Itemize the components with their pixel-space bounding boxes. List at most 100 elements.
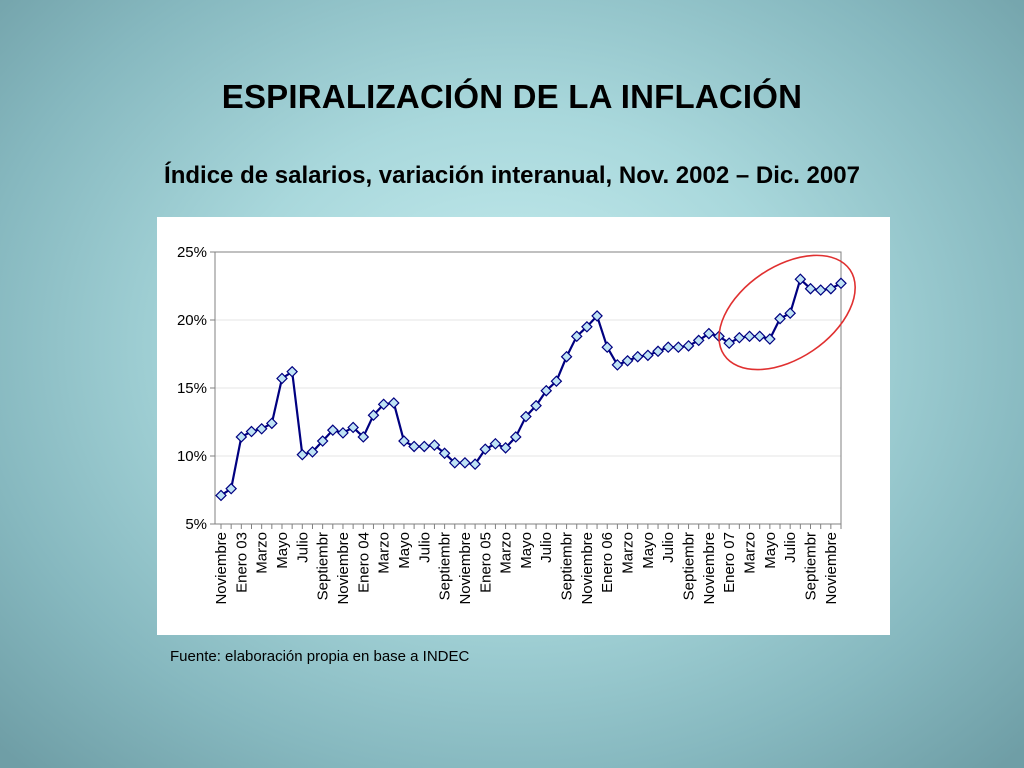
source-note: Fuente: elaboración propia en base a IND…	[170, 648, 470, 665]
series-markers	[215, 273, 847, 502]
x-tick-label: Noviembre	[701, 532, 718, 605]
data-point-marker	[276, 372, 288, 385]
data-point-marker	[245, 425, 258, 438]
data-point-marker	[550, 375, 563, 388]
data-point-marker	[723, 337, 736, 349]
x-tick-label: Marzo	[376, 532, 393, 574]
data-point-marker	[509, 431, 522, 443]
x-tick-label: Septiembr	[803, 532, 820, 600]
data-point-marker	[326, 424, 339, 437]
data-point-marker	[814, 284, 827, 296]
x-tick-label: Marzo	[620, 532, 637, 574]
wage-index-line-chart: 5%10%15%20%25% Noviembre Enero 03 Marzo May…	[177, 244, 856, 605]
y-tick-label: 5%	[185, 516, 207, 533]
data-point-marker	[642, 349, 654, 362]
data-point-marker	[337, 427, 349, 439]
series-line	[220, 278, 842, 497]
x-tick-label: Enero 04	[355, 532, 372, 593]
data-point-marker	[784, 307, 797, 320]
data-point-marker	[601, 341, 614, 354]
x-tick-label: Septiembr	[315, 532, 332, 600]
data-point-marker	[743, 330, 756, 343]
data-point-marker	[265, 417, 278, 430]
highlight-ellipse	[718, 254, 856, 371]
data-point-marker	[560, 350, 573, 363]
chart-area: 5% 10% 15% 20% 25% Noviembre Enero 03 Marzo May…	[157, 217, 890, 635]
x-tick-label: Mayo	[518, 532, 535, 569]
data-point-marker	[387, 397, 400, 409]
x-tick-label: Marzo	[742, 532, 759, 574]
data-point-marker	[631, 350, 644, 363]
data-point-marker	[479, 443, 492, 456]
data-point-marker	[804, 282, 817, 295]
data-point-marker	[692, 334, 705, 347]
x-tick-label: Enero 06	[599, 532, 616, 593]
data-point-marker	[215, 489, 227, 502]
x-tick-label: Julio	[782, 532, 799, 563]
y-tick-labels: 5% 10% 15% 20% 25%	[177, 244, 207, 533]
data-point-marker	[621, 354, 634, 367]
data-point-marker	[824, 282, 837, 295]
data-point-marker	[235, 431, 248, 443]
data-point-marker	[357, 431, 370, 443]
data-point-marker	[581, 320, 593, 333]
x-tick-label: Noviembre	[579, 532, 596, 605]
x-tick-label: Julio	[538, 532, 555, 563]
x-tick-label: Septiembr	[559, 532, 576, 600]
data-point-marker	[459, 456, 471, 469]
data-point-marker	[489, 437, 502, 450]
x-tick-label: Mayo	[640, 532, 657, 569]
slide-title: ESPIRALIZACIÓN DE LA INFLACIÓN	[221, 78, 803, 115]
data-point-marker	[611, 359, 624, 371]
x-tick-label: Septiembr	[681, 532, 698, 600]
y-tick-label: 15%	[177, 380, 207, 397]
data-point-marker	[225, 482, 238, 495]
y-tick-label: 25%	[177, 244, 207, 261]
x-tick-label: Noviembre	[823, 532, 840, 605]
data-point-marker	[286, 365, 298, 378]
x-tick-label: Enero 07	[721, 532, 738, 593]
x-tick-labels: Noviembre Enero 03 Marzo Mayo Julio Septiembr…	[213, 532, 840, 605]
data-point-marker	[347, 421, 359, 434]
data-point-marker	[367, 409, 380, 422]
data-point-marker	[469, 458, 481, 471]
x-tick-label: Mayo	[762, 532, 779, 569]
data-point-marker	[418, 440, 431, 453]
data-point-marker	[774, 312, 786, 325]
annotation	[718, 254, 856, 371]
x-tick-label: Julio	[416, 532, 433, 563]
x-tick-label: Septiembr	[437, 532, 454, 600]
x-tick-label: Julio	[660, 532, 677, 563]
data-point-marker	[682, 339, 695, 352]
x-tick-label: Enero 03	[233, 532, 250, 593]
data-point-marker	[672, 341, 685, 354]
data-point-marker	[703, 327, 715, 340]
data-point-marker	[570, 330, 583, 343]
data-point-marker	[306, 446, 319, 458]
data-point-marker	[540, 384, 553, 397]
data-point-marker	[652, 345, 664, 358]
series-line-path	[220, 278, 842, 497]
x-tick-label: Marzo	[498, 532, 515, 574]
data-point-marker	[296, 448, 309, 461]
data-point-marker	[448, 456, 461, 469]
data-point-marker	[530, 399, 542, 412]
data-point-marker	[316, 435, 329, 447]
data-point-marker	[764, 333, 776, 345]
x-tick-label: Mayo	[274, 532, 291, 569]
data-point-marker	[377, 398, 390, 411]
x-tick-label: Noviembre	[457, 532, 474, 605]
data-point-marker	[499, 441, 512, 454]
data-point-marker	[408, 440, 420, 453]
x-tick-label: Noviembre	[335, 532, 352, 605]
slide-subtitle: Índice de salarios, variación interanual…	[164, 162, 860, 189]
data-point-marker	[753, 330, 766, 343]
data-point-marker	[733, 331, 746, 344]
data-point-marker	[835, 277, 847, 290]
data-point-marker	[438, 447, 451, 460]
data-point-marker	[794, 273, 807, 286]
y-tick-label: 20%	[177, 312, 207, 329]
y-tick-label: 10%	[177, 448, 207, 465]
gridlines	[215, 319, 841, 457]
x-tick-label: Noviembre	[213, 532, 230, 605]
